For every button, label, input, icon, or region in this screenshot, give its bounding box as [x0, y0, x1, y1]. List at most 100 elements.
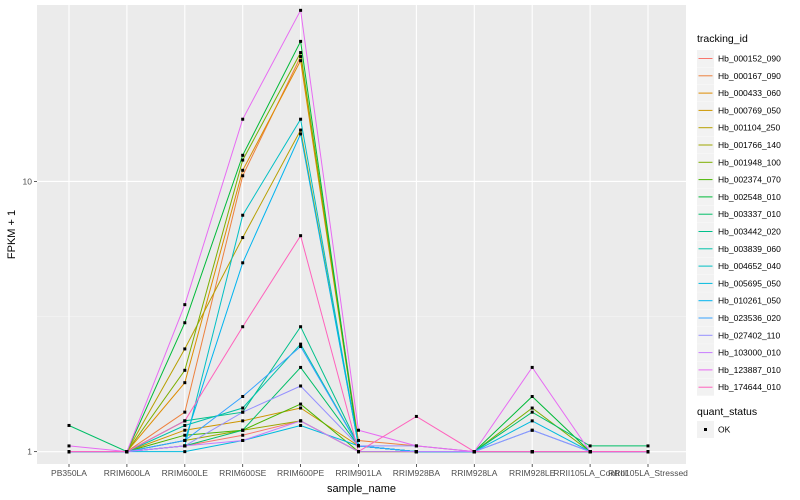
legend-label: Hb_002374_070 — [718, 175, 781, 185]
data-point — [299, 423, 303, 427]
data-point — [299, 55, 303, 59]
legend-label: Hb_001948_100 — [718, 157, 781, 167]
legend-item: Hb_001766_140 — [697, 136, 781, 154]
legend-label: Hb_023536_020 — [718, 313, 781, 323]
data-point — [299, 384, 303, 388]
legend-item: Hb_023536_020 — [697, 309, 781, 327]
data-point — [299, 8, 303, 12]
data-point — [183, 368, 187, 372]
x-tick-label: RRII105LA_Stressed — [608, 468, 688, 478]
data-point — [414, 450, 418, 454]
data-point — [530, 450, 534, 454]
x-tick-label: RRII105LA_Control — [553, 468, 627, 478]
x-tick-label: RRIM600PE — [277, 468, 325, 478]
x-tick-label: RRIM600LE — [162, 468, 209, 478]
data-point — [241, 213, 245, 217]
legend-label: Hb_027402_110 — [718, 330, 781, 340]
data-point — [530, 406, 534, 410]
legend-label: Hb_004652_040 — [718, 261, 781, 271]
x-tick-label: PB350LA — [51, 468, 87, 478]
data-point — [299, 234, 303, 238]
data-point — [241, 153, 245, 157]
data-point — [183, 423, 187, 427]
data-point — [530, 428, 534, 432]
data-point — [299, 51, 303, 55]
legend-label: Hb_000167_090 — [718, 71, 781, 81]
x-tick-label: RRIM928LA — [451, 468, 498, 478]
data-point — [241, 117, 245, 121]
data-point — [241, 433, 245, 437]
legend-item: Hb_003839_060 — [697, 240, 781, 258]
data-point — [241, 438, 245, 442]
data-point — [530, 394, 534, 398]
data-point — [530, 410, 534, 414]
x-tick-label: RRIM928BA — [393, 468, 441, 478]
data-point — [588, 444, 592, 448]
legend-label: Hb_000433_060 — [718, 88, 781, 98]
data-point — [299, 117, 303, 121]
legend-label: Hb_003337_010 — [718, 209, 781, 219]
legend-item: Hb_174644_010 — [697, 378, 781, 396]
data-point — [530, 365, 534, 369]
quant-status-legend-item: OK — [697, 421, 731, 438]
data-point — [183, 321, 187, 325]
legend-item: Hb_003442_020 — [697, 223, 781, 240]
data-point — [241, 406, 245, 410]
data-point — [588, 450, 592, 454]
legend-label: Hb_000769_050 — [718, 105, 781, 115]
legend-label: Hb_002548_010 — [718, 192, 781, 202]
data-points — [67, 8, 650, 454]
legend-key-point — [704, 428, 707, 431]
data-point — [299, 132, 303, 136]
legend-label: Hb_005695_050 — [718, 278, 781, 288]
data-point — [299, 365, 303, 369]
data-point — [299, 342, 303, 346]
data-point — [183, 428, 187, 432]
data-point — [241, 394, 245, 398]
data-point — [299, 59, 303, 63]
legend-item: Hb_001104_250 — [697, 119, 781, 137]
data-point — [241, 236, 245, 240]
data-point — [472, 450, 476, 454]
legend-item: Hb_027402_110 — [697, 326, 781, 344]
y-tick-label: 1 — [27, 447, 32, 457]
data-point — [241, 428, 245, 432]
data-point — [183, 303, 187, 307]
legend-label: Hb_000152_090 — [718, 54, 781, 64]
data-point — [299, 344, 303, 348]
legend-label: Hb_123887_010 — [718, 365, 781, 375]
data-point — [183, 433, 187, 437]
legend-item: Hb_003337_010 — [697, 205, 781, 223]
legend-item: Hb_010261_050 — [697, 292, 781, 310]
legend-item: Hb_000167_090 — [697, 67, 781, 85]
data-point — [183, 410, 187, 414]
y-axis-label: FPKM + 1 — [6, 210, 18, 259]
data-point — [357, 444, 360, 448]
legend-label: Hb_003442_020 — [718, 227, 781, 237]
legend-title: tracking_id — [697, 33, 748, 45]
data-point — [241, 261, 245, 265]
data-point — [183, 450, 187, 454]
data-point — [357, 438, 360, 442]
plot-panel — [37, 5, 686, 464]
legend-item: Hb_004652_040 — [697, 257, 781, 275]
quant-status-legend-title: quant_status — [697, 406, 757, 418]
data-point — [183, 444, 187, 448]
x-tick-label: RRIM600LA — [104, 468, 151, 478]
quant-status-legend-items: OK — [697, 421, 731, 438]
data-point — [183, 381, 187, 385]
data-point — [299, 39, 303, 43]
data-point — [299, 419, 303, 423]
data-point — [530, 419, 534, 423]
data-point — [183, 438, 187, 442]
legend-label: Hb_174644_010 — [718, 382, 781, 392]
data-point — [241, 325, 245, 329]
legend-label: Hb_001104_250 — [718, 123, 781, 133]
y-axis-ticks: 1 10 — [23, 176, 37, 457]
y-tick-label: 10 — [23, 176, 33, 186]
data-point — [241, 174, 245, 178]
data-point — [357, 428, 360, 432]
data-point — [67, 423, 71, 427]
x-tick-label: RRIM600SE — [219, 468, 267, 478]
data-point — [357, 450, 360, 454]
